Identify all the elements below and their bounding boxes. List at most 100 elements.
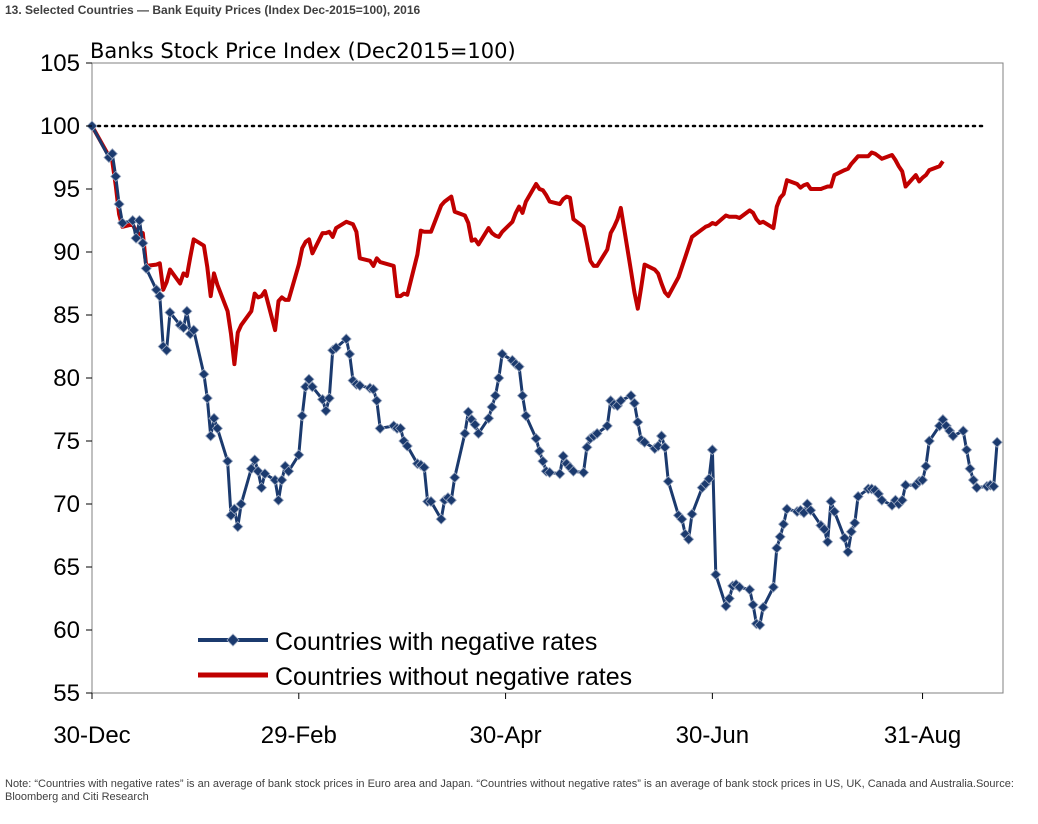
y-tick-label: 75 [53, 428, 80, 455]
data-point-marker [988, 480, 1000, 492]
series-negative-rates-line [90, 125, 999, 627]
data-point-marker [537, 455, 549, 467]
data-point-marker [520, 410, 532, 422]
data-point-marker [771, 542, 783, 554]
y-tick-label: 105 [40, 50, 80, 77]
data-point-marker [232, 521, 244, 533]
series-layer [86, 120, 1003, 631]
data-point-marker [110, 170, 122, 182]
data-point-marker [161, 344, 173, 356]
data-point-marker [822, 536, 834, 548]
data-point-marker [235, 498, 247, 510]
legend-item-without-negative-rates: Countries without negative rates [198, 663, 632, 691]
data-point-marker [164, 306, 176, 319]
data-point-marker [557, 450, 569, 462]
data-point-marker [205, 430, 217, 442]
data-point-marker [425, 495, 437, 508]
data-point-marker [489, 390, 501, 402]
data-point-marker [967, 474, 979, 486]
x-tick-label: 30-Apr [470, 722, 542, 749]
data-point-marker [344, 348, 356, 360]
data-point-marker [577, 466, 590, 479]
data-point-marker [720, 600, 732, 612]
data-point-marker [374, 422, 386, 434]
data-point-marker [208, 412, 220, 424]
data-point-marker [625, 390, 637, 402]
data-point-marker [683, 533, 695, 545]
x-tick-label: 30-Dec [53, 722, 130, 749]
y-tick-label: 65 [53, 554, 80, 581]
x-tick-label: 31-Aug [884, 722, 961, 749]
data-point-marker [774, 531, 786, 543]
data-point-marker [744, 584, 756, 596]
data-point-marker [964, 463, 976, 475]
data-point-marker [211, 422, 223, 434]
data-point-marker [469, 419, 481, 431]
data-point-marker [767, 581, 779, 593]
data-point-marker [554, 468, 566, 480]
data-point-marker [198, 368, 210, 380]
data-point-marker [330, 342, 342, 354]
legend-label: Countries with negative rates [275, 628, 597, 656]
line-chart: 105 100 95 90 85 80 75 70 65 60 55 30-Dec 29-Feb 30-A… [40, 39, 1004, 749]
data-point-marker [757, 601, 769, 613]
data-point-marker [896, 494, 908, 506]
data-point-marker [496, 348, 508, 360]
data-point-marker [659, 441, 671, 453]
data-point-marker [581, 441, 593, 453]
data-point-marker [201, 392, 213, 404]
data-point-marker [130, 232, 142, 244]
y-tick-label: 70 [53, 491, 80, 518]
y-tick-label: 100 [40, 113, 80, 140]
data-point-marker [842, 546, 854, 558]
data-point-marker [818, 523, 830, 535]
data-point-marker [706, 444, 718, 456]
data-point-marker [686, 508, 698, 520]
data-point-marker [445, 494, 457, 506]
data-point-marker [544, 466, 556, 479]
data-point-marker [676, 513, 688, 525]
data-point-marker [516, 390, 529, 402]
data-point-marker [462, 406, 474, 418]
data-point-marker [601, 420, 613, 432]
data-point-marker [567, 465, 579, 477]
y-tick-label: 90 [53, 239, 80, 266]
data-point-marker [472, 427, 485, 440]
data-point-marker [923, 435, 935, 447]
data-point-marker [591, 427, 603, 440]
data-point-marker [303, 373, 315, 385]
data-point-marker [852, 490, 864, 503]
data-point-marker [459, 427, 471, 440]
x-tick-label: 30-Jun [676, 722, 749, 749]
chart-title: Banks Stock Price Index (Dec2015=100) [90, 39, 516, 63]
data-point-marker [255, 482, 268, 494]
data-point-marker [435, 513, 447, 525]
data-point-marker [639, 436, 651, 448]
data-point-marker [777, 518, 790, 530]
data-point-marker [747, 599, 759, 611]
data-point-marker [781, 503, 793, 515]
data-point-marker [632, 416, 644, 428]
data-point-marker [961, 444, 973, 456]
data-point-marker [354, 379, 366, 392]
data-point-marker [662, 475, 674, 487]
data-point-marker [283, 465, 295, 477]
legend-item-negative-rates: Countries with negative rates [198, 628, 597, 656]
data-point-marker [323, 392, 335, 404]
data-point-marker [249, 454, 261, 466]
data-point-marker [371, 395, 383, 407]
data-point-marker [957, 425, 969, 437]
data-point-marker [828, 505, 840, 518]
data-point-marker [849, 517, 861, 529]
figure-heading: 13. Selected Countries — Bank Equity Pri… [5, 3, 421, 17]
data-point-marker [137, 237, 149, 249]
data-point-marker [181, 305, 193, 317]
y-tick-label: 60 [53, 617, 80, 644]
y-tick-label: 55 [53, 680, 80, 707]
data-point-marker [418, 461, 430, 474]
data-point-marker [615, 395, 627, 407]
x-tick-label: 29-Feb [261, 722, 337, 749]
data-point-marker [533, 445, 546, 457]
series-without-negative-rates-line [90, 125, 945, 367]
data-point-marker [733, 581, 746, 593]
